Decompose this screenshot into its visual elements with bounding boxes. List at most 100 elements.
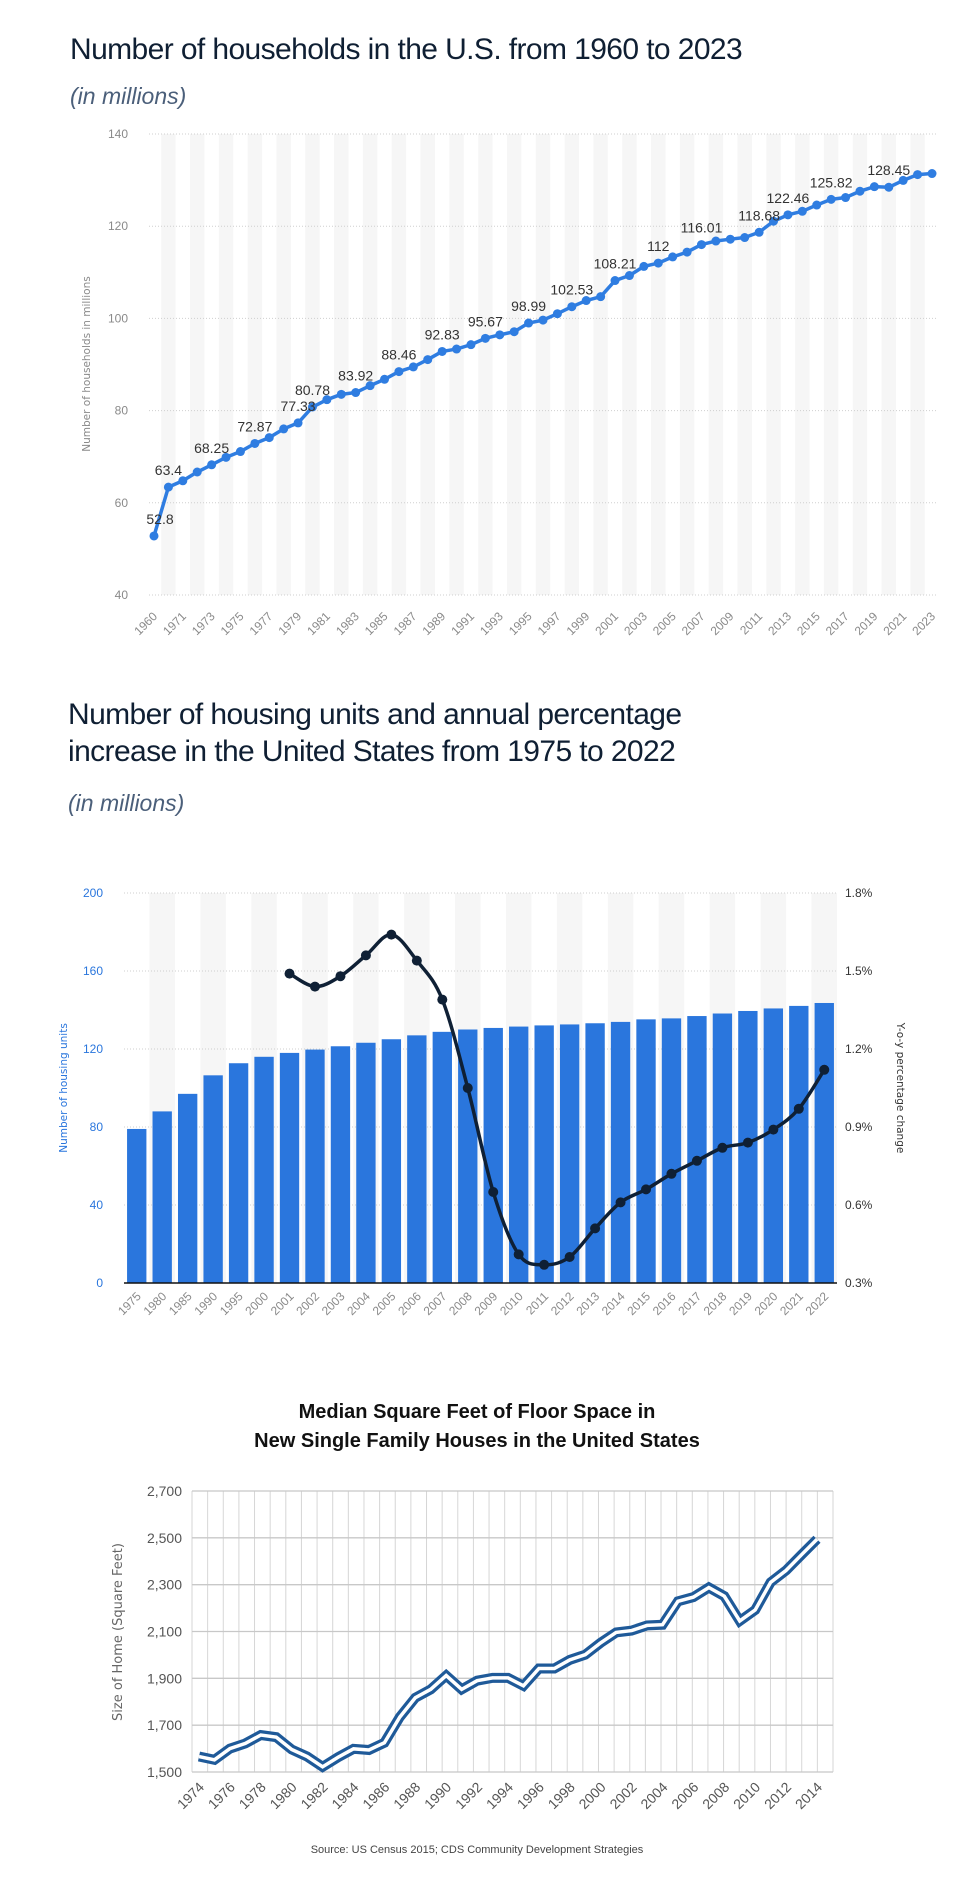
y-tick-label: 100	[108, 311, 128, 325]
x-tick-label: 1996	[514, 1779, 547, 1812]
bar	[509, 1026, 529, 1283]
data-point	[336, 389, 346, 399]
data-point	[437, 994, 448, 1005]
data-point	[360, 950, 371, 961]
data-label: 88.46	[381, 347, 416, 363]
x-tick-label: 2003	[319, 1289, 348, 1318]
bar	[203, 1075, 223, 1283]
series-line-outer	[197, 1535, 821, 1773]
x-tick-label: 1985	[166, 1289, 195, 1318]
x-tick-label: 2002	[606, 1779, 639, 1812]
data-point	[250, 438, 260, 448]
data-label: 118.68	[738, 207, 780, 223]
data-point	[322, 395, 332, 405]
data-point	[386, 929, 397, 940]
column-band	[506, 134, 522, 595]
x-tick-label: 1960	[131, 609, 160, 638]
x-tick-label: 2009	[472, 1289, 501, 1318]
x-tick-label: 2006	[668, 1779, 701, 1812]
data-point	[394, 367, 404, 377]
bar	[559, 1024, 580, 1283]
x-tick-label: 1990	[191, 1289, 220, 1318]
x-tick-label: 1979	[275, 609, 304, 638]
x-tick-label: 2022	[803, 1289, 832, 1318]
bar	[534, 1025, 554, 1283]
bar	[407, 1035, 427, 1283]
data-point	[696, 240, 706, 250]
x-tick-label: 2019	[852, 609, 881, 638]
data-point	[641, 1184, 652, 1195]
right-y-tick-label: 1.8%	[845, 886, 873, 900]
data-point	[221, 452, 231, 462]
x-tick-label: 1978	[236, 1779, 269, 1812]
x-tick-label: 1975	[115, 1289, 144, 1318]
column-band	[737, 134, 752, 595]
x-tick-label: 1988	[390, 1779, 423, 1812]
x-tick-label: 1990	[421, 1779, 454, 1812]
data-point	[488, 1187, 499, 1197]
data-point	[309, 981, 320, 992]
x-tick-label: 2013	[765, 609, 794, 638]
column-band	[218, 134, 234, 595]
left-y-tick-label: 40	[90, 1198, 104, 1212]
chart3-title-line-1: Median Square Feet of Floor Space in	[299, 1401, 656, 1423]
data-point	[768, 1124, 779, 1135]
data-label: 112	[647, 238, 670, 254]
data-point	[610, 276, 620, 286]
x-tick-label: 2021	[881, 609, 910, 638]
x-tick-label: 2011	[523, 1289, 551, 1317]
data-point	[564, 1252, 575, 1262]
data-point	[264, 433, 274, 443]
x-tick-label: 1987	[391, 609, 420, 638]
data-point	[740, 233, 750, 243]
x-tick-label: 2015	[794, 609, 823, 638]
column-band	[334, 134, 349, 595]
x-tick-label: 1973	[189, 609, 218, 638]
bar	[381, 1039, 402, 1283]
x-tick-label: 2008	[446, 1289, 475, 1318]
data-point	[539, 1259, 550, 1270]
data-point	[495, 330, 505, 340]
chart1-subtitle: (in millions)	[70, 83, 186, 109]
bar	[687, 1016, 707, 1283]
x-tick-label: 2000	[242, 1289, 271, 1318]
chart1-y-axis-title: Number of households in millions	[81, 276, 93, 451]
data-point	[668, 252, 678, 262]
data-point	[826, 194, 836, 204]
x-tick-label: 1981	[304, 609, 333, 638]
left-y-tick-label: 120	[83, 1042, 103, 1056]
x-tick-label: 2010	[730, 1779, 763, 1812]
y-tick-label: 1,700	[147, 1717, 182, 1733]
data-point	[192, 467, 202, 477]
column-band	[881, 134, 896, 595]
households-chart: Number of households in the U.S. from 19…	[70, 33, 938, 638]
x-tick-label: 1975	[218, 609, 247, 638]
x-tick-label: 2014	[792, 1779, 825, 1812]
column-band	[449, 134, 464, 595]
data-point	[841, 193, 851, 203]
data-point	[513, 1249, 524, 1260]
floor-space-chart: Median Square Feet of Floor Space in New…	[111, 1401, 834, 1856]
data-point	[691, 1155, 702, 1166]
bar	[483, 1027, 503, 1283]
data-point	[793, 1103, 804, 1114]
left-y-tick-label: 160	[83, 964, 103, 978]
data-point	[927, 169, 937, 179]
data-point	[682, 247, 692, 257]
x-tick-label: 1999	[564, 609, 593, 638]
x-tick-label: 2005	[650, 609, 679, 638]
column-band	[651, 134, 666, 595]
column-band	[823, 134, 839, 595]
data-label: 63.4	[155, 462, 182, 478]
chart3-source: Source: US Census 2015; CDS Community De…	[311, 1844, 644, 1856]
data-point	[797, 206, 807, 216]
bar	[789, 1005, 809, 1283]
x-tick-label: 1998	[545, 1779, 578, 1812]
data-point	[869, 182, 879, 192]
data-point	[149, 531, 159, 541]
data-point	[509, 327, 519, 337]
data-point	[590, 1223, 601, 1234]
x-tick-label: 1986	[359, 1779, 392, 1812]
x-tick-label: 1994	[483, 1779, 516, 1812]
column-band	[564, 134, 580, 595]
